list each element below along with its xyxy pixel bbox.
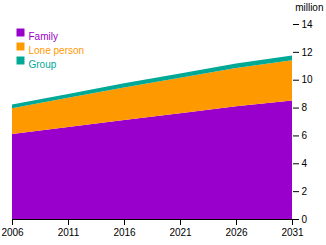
- svg-text:6: 6: [302, 130, 308, 141]
- svg-text:2: 2: [302, 186, 308, 197]
- svg-text:0: 0: [302, 214, 308, 225]
- svg-text:4: 4: [302, 158, 308, 169]
- svg-text:8: 8: [302, 102, 308, 113]
- svg-text:million: million: [295, 2, 323, 13]
- svg-text:2011: 2011: [58, 227, 80, 238]
- svg-text:10: 10: [302, 74, 314, 85]
- svg-text:Lone person: Lone person: [29, 45, 85, 56]
- svg-text:2006: 2006: [1, 227, 24, 238]
- svg-text:2031: 2031: [281, 227, 304, 238]
- svg-text:2016: 2016: [113, 227, 136, 238]
- svg-text:12: 12: [302, 47, 314, 58]
- svg-text:Group: Group: [29, 59, 57, 70]
- svg-text:14: 14: [302, 19, 314, 30]
- svg-text:Family: Family: [29, 31, 58, 42]
- svg-text:2021: 2021: [169, 227, 192, 238]
- svg-text:2026: 2026: [225, 227, 248, 238]
